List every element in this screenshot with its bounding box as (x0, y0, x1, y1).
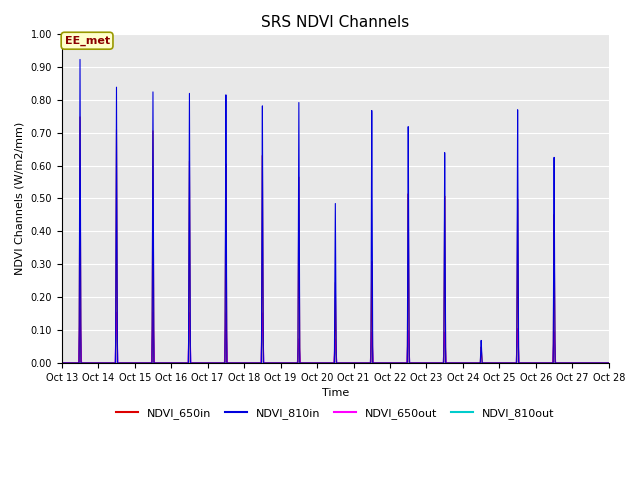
X-axis label: Time: Time (322, 388, 349, 398)
Legend: NDVI_650in, NDVI_810in, NDVI_650out, NDVI_810out: NDVI_650in, NDVI_810in, NDVI_650out, NDV… (112, 404, 559, 423)
Text: EE_met: EE_met (65, 36, 109, 46)
Title: SRS NDVI Channels: SRS NDVI Channels (261, 15, 410, 30)
Y-axis label: NDVI Channels (W/m2/mm): NDVI Channels (W/m2/mm) (15, 122, 25, 275)
